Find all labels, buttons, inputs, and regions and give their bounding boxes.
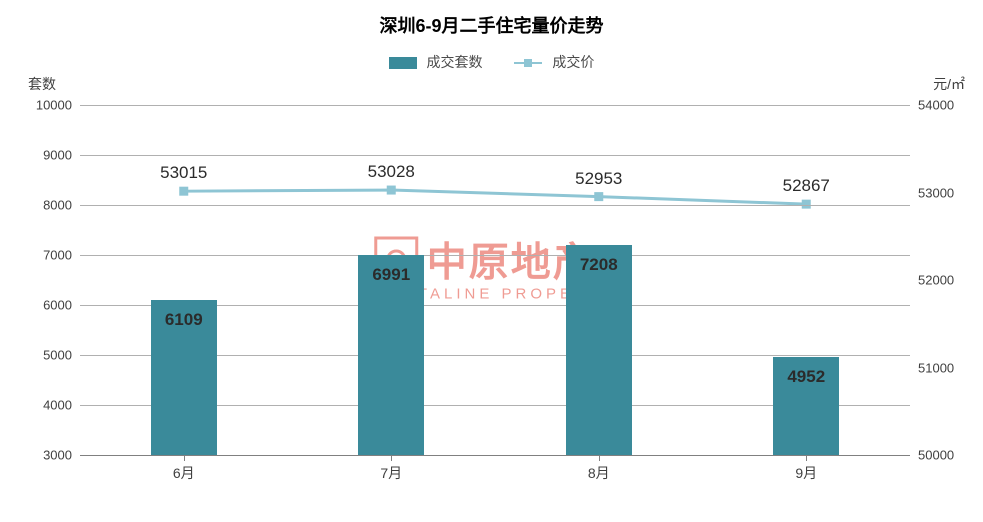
legend-item-line: 成交价 (514, 52, 594, 72)
line-series (184, 190, 807, 204)
grid-line (80, 255, 910, 256)
line-marker (387, 186, 396, 195)
legend-swatch-line (514, 62, 542, 64)
x-tick-label: 7月 (380, 463, 402, 483)
bar-value-label: 4952 (787, 367, 825, 387)
y-right-tick-label: 53000 (918, 185, 954, 200)
x-tick-label: 9月 (795, 463, 817, 483)
y-right-axis-label: 元/㎡ (933, 74, 965, 94)
legend-label-line: 成交价 (552, 54, 594, 70)
y-left-tick-label: 10000 (36, 98, 72, 113)
x-tick-mark (184, 455, 185, 461)
line-value-label: 52953 (575, 169, 622, 189)
bar (566, 245, 632, 455)
grid-line (80, 155, 910, 156)
x-tick-mark (391, 455, 392, 461)
y-left-tick-label: 4000 (43, 398, 72, 413)
legend-label-bar: 成交套数 (427, 54, 483, 70)
legend-swatch-bar (389, 57, 417, 69)
plot-area: 中原地产 CENTALINE PROPERTY 3000400050006000… (80, 105, 910, 455)
bar-value-label: 6109 (165, 310, 203, 330)
y-right-tick-label: 52000 (918, 273, 954, 288)
line-marker (179, 187, 188, 196)
x-tick-label: 6月 (173, 463, 195, 483)
chart-legend: 成交套数 成交价 (0, 52, 983, 72)
x-axis-line (80, 455, 910, 456)
bar-value-label: 7208 (580, 255, 618, 275)
y-left-axis-label: 套数 (28, 74, 56, 94)
line-value-label: 53028 (368, 162, 415, 182)
chart-container: 深圳6-9月二手住宅量价走势 成交套数 成交价 套数 元/㎡ 中原地产 CENT… (0, 0, 983, 522)
x-tick-mark (599, 455, 600, 461)
line-marker (594, 192, 603, 201)
legend-item-bar: 成交套数 (389, 52, 483, 72)
y-left-tick-label: 9000 (43, 148, 72, 163)
x-tick-label: 8月 (588, 463, 610, 483)
y-left-tick-label: 6000 (43, 298, 72, 313)
y-right-tick-label: 50000 (918, 448, 954, 463)
grid-line (80, 105, 910, 106)
chart-title: 深圳6-9月二手住宅量价走势 (0, 12, 983, 38)
line-value-label: 53015 (160, 163, 207, 183)
bar-value-label: 6991 (372, 265, 410, 285)
y-right-tick-label: 54000 (918, 98, 954, 113)
y-left-tick-label: 5000 (43, 348, 72, 363)
y-right-tick-label: 51000 (918, 360, 954, 375)
y-left-tick-label: 3000 (43, 448, 72, 463)
x-tick-mark (806, 455, 807, 461)
y-left-tick-label: 8000 (43, 198, 72, 213)
line-value-label: 52867 (783, 176, 830, 196)
y-left-tick-label: 7000 (43, 248, 72, 263)
grid-line (80, 205, 910, 206)
